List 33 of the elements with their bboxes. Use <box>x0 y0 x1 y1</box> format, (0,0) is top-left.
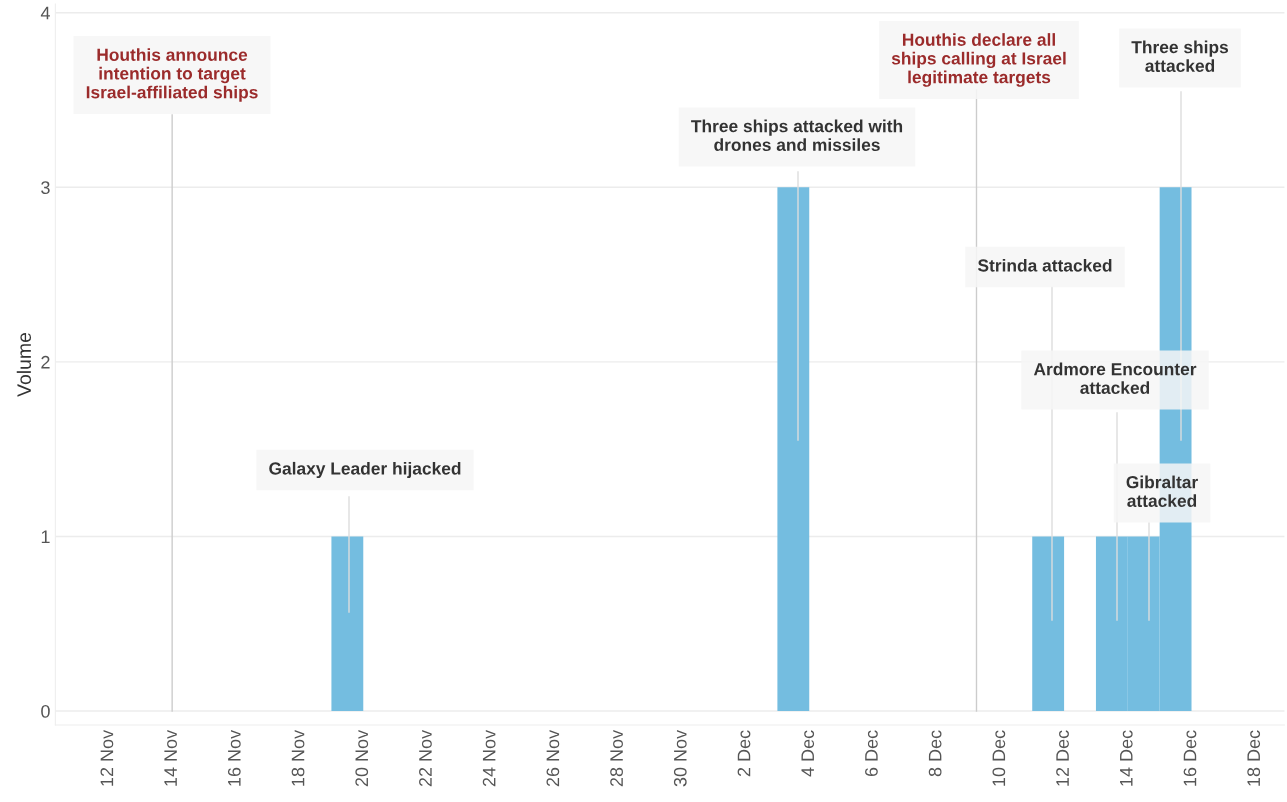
x-tick-label: 16 Dec <box>1183 730 1197 786</box>
x-tick-label: 12 Dec <box>1056 730 1069 786</box>
x-tick-label: 6 Dec <box>865 730 878 777</box>
x-tick-label: 10 Dec <box>992 730 1006 786</box>
ref-line-label: Houthis announce intention to target Israel-affiliated ships <box>86 48 258 102</box>
annotation: Gibraltar attacked <box>1126 475 1198 508</box>
x-tick-label: 30 Nov <box>673 729 687 787</box>
x-tick-label: 20 Nov <box>355 729 369 787</box>
x-tick-label: 8 Dec <box>928 730 942 777</box>
y-tick-label: 4 <box>40 6 50 20</box>
x-tick-label: 14 Nov <box>164 729 177 786</box>
y-axis-title: Volume <box>16 332 32 397</box>
x-tick-label: 4 Dec <box>801 730 815 777</box>
x-tick-label: 16 Nov <box>227 729 241 786</box>
y-tick-label: 1 <box>41 530 50 544</box>
x-tick-label: 18 Dec <box>1247 730 1261 786</box>
annotation: Three ships attacked <box>1131 40 1229 73</box>
y-tick-label: 3 <box>41 181 50 195</box>
x-tick-label: 2 Dec <box>737 730 751 777</box>
ref-line-label: Houthis declare all ships calling at Israel legitimate targets <box>891 33 1066 87</box>
annotation: Ardmore Encounter attacked <box>1033 362 1197 395</box>
x-tick-label: 18 Nov <box>291 729 305 786</box>
annotation: Galaxy Leader hijacked <box>269 461 461 479</box>
x-tick-label: 14 Dec <box>1120 730 1133 786</box>
y-tick-label: 0 <box>41 704 50 718</box>
x-tick-label: 12 Nov <box>100 729 114 786</box>
y-tick-label: 2 <box>41 355 50 369</box>
annotation: Three ships attacked with drones and missiles <box>691 119 903 152</box>
x-tick-label: 24 Nov <box>482 729 496 787</box>
x-tick-label: 28 Nov <box>610 729 623 787</box>
x-tick-label: 26 Nov <box>546 729 560 787</box>
x-tick-label: 22 Nov <box>419 729 432 787</box>
annotation: Strinda attacked <box>977 258 1112 272</box>
